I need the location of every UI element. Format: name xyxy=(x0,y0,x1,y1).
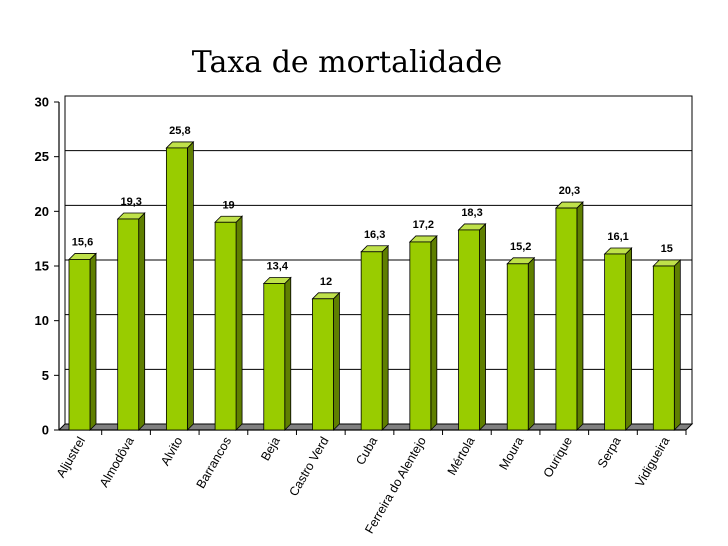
bar xyxy=(652,265,675,431)
data-label: 13,4 xyxy=(267,260,289,272)
plot-area: 0 5 10 15 20 25 30 15,6 Aljustrel 19,3 Almodôva 25,… xyxy=(35,95,694,536)
data-label: 18,3 xyxy=(461,207,482,219)
bar xyxy=(312,298,334,431)
bar-side xyxy=(479,222,486,431)
bar-side xyxy=(186,140,194,431)
x-tick-label: Ourique xyxy=(541,434,575,480)
x-tick-label: Barrancos xyxy=(194,435,235,491)
bar-side xyxy=(235,215,243,431)
data-label: 20,3 xyxy=(559,185,580,197)
x-tick-label: Mértola xyxy=(445,434,478,477)
bar xyxy=(555,207,578,431)
x-tick-label: Almodôva xyxy=(97,434,137,489)
bar xyxy=(117,218,140,431)
bar xyxy=(604,253,627,431)
bar-side xyxy=(138,212,146,431)
x-tick-label: Aljustrel xyxy=(54,435,88,481)
bar xyxy=(506,263,529,431)
x-tick-label: Vidigueira xyxy=(633,434,673,489)
data-label: 16,1 xyxy=(607,231,628,243)
data-label: 12 xyxy=(320,276,332,288)
y-tick-label: 25 xyxy=(35,149,49,164)
bar-side xyxy=(625,247,633,431)
x-tick-label: Serpa xyxy=(595,434,624,470)
y-tick-label: 30 xyxy=(35,95,49,110)
x-tick-label: Castro Verd xyxy=(286,434,331,498)
bar xyxy=(360,251,383,431)
x-tick-label: Cuba xyxy=(353,434,380,467)
bar xyxy=(263,283,286,431)
x-tick-label: Beja xyxy=(258,434,283,463)
data-label: 15 xyxy=(661,243,673,255)
bar-side xyxy=(527,256,535,431)
bar xyxy=(165,147,188,431)
data-label: 19 xyxy=(222,199,234,211)
y-tick-label: 10 xyxy=(35,313,49,328)
bar xyxy=(68,259,91,431)
data-label: 15,2 xyxy=(510,241,531,253)
bar-side xyxy=(284,276,292,431)
x-tick-label: Alvito xyxy=(158,434,185,468)
bar-side xyxy=(576,201,584,431)
bar-side xyxy=(89,252,97,431)
bar-side xyxy=(673,259,681,431)
chart-title: Taxa de mortalidade xyxy=(192,45,502,80)
data-label: 25,8 xyxy=(169,125,190,137)
bar-side xyxy=(333,291,340,431)
y-tick-label: 5 xyxy=(42,368,49,383)
data-label: 16,3 xyxy=(364,229,385,241)
bar xyxy=(409,241,432,431)
x-tick-label: Moura xyxy=(496,434,526,472)
bar xyxy=(214,221,237,431)
bar-side xyxy=(381,244,389,431)
bar xyxy=(458,229,480,431)
data-label: 19,3 xyxy=(120,196,141,208)
y-tick-label: 20 xyxy=(35,204,49,219)
bar-side xyxy=(430,234,438,431)
y-tick-label: 0 xyxy=(42,423,49,438)
y-tick-label: 15 xyxy=(35,259,49,274)
data-label: 17,2 xyxy=(413,219,434,231)
data-label: 15,6 xyxy=(72,236,93,248)
